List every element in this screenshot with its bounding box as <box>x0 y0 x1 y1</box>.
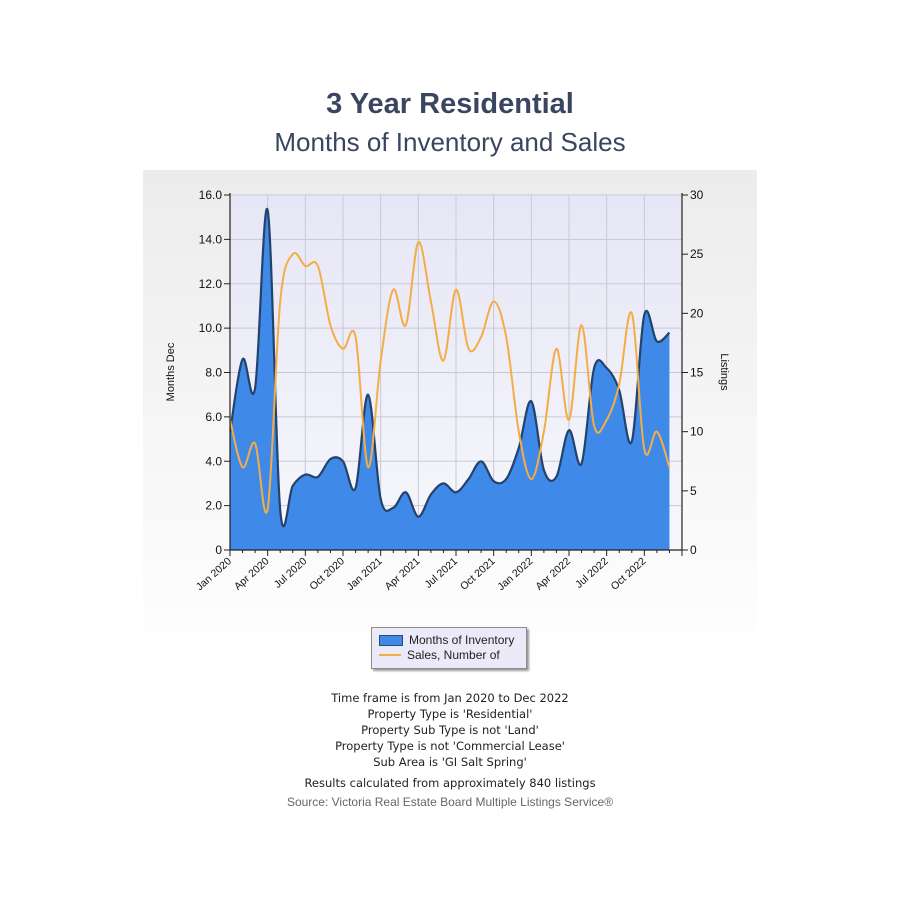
left-tick-label: 14.0 <box>199 232 223 246</box>
footnotes: Time frame is from Jan 2020 to Dec 2022 … <box>0 690 900 791</box>
right-axis-label: Listings <box>718 353 730 391</box>
source-note: Source: Victoria Real Estate Board Multi… <box>286 795 614 809</box>
legend: Months of Inventory Sales, Number of <box>371 627 527 669</box>
right-tick-label: 30 <box>690 188 704 202</box>
legend-item-sales: Sales, Number of <box>379 648 500 662</box>
right-tick-label: 15 <box>690 366 704 380</box>
left-tick-label: 0 <box>215 543 222 557</box>
footnote-sub-type: Property Sub Type is not 'Land' <box>361 723 539 737</box>
right-tick-label: 5 <box>690 484 697 498</box>
chart: 0 2.0 4.0 6.0 8.0 10.0 12.0 14.0 16.0 0 5 10 15 20 25… <box>143 170 757 670</box>
footnote-not-commercial: Property Type is not 'Commercial Lease' <box>335 739 565 753</box>
left-tick-label: 6.0 <box>205 410 222 424</box>
left-tick-label: 12.0 <box>199 277 223 291</box>
right-tick-label: 0 <box>690 543 697 557</box>
footnote-results: Results calculated from approximately 84… <box>304 776 596 790</box>
legend-label-sales: Sales, Number of <box>407 648 500 662</box>
left-tick-label: 10.0 <box>199 321 223 335</box>
footnote-sub-area: Sub Area is 'GI Salt Spring' <box>373 755 527 769</box>
left-axis-ticks: 0 2.0 4.0 6.0 8.0 10.0 12.0 14.0 16.0 <box>199 188 230 557</box>
right-axis-ticks: 0 5 10 15 20 25 30 <box>682 188 704 557</box>
inventory-swatch <box>379 634 403 646</box>
right-tick-label: 25 <box>690 247 704 261</box>
left-tick-label: 2.0 <box>205 499 222 513</box>
legend-item-inventory: Months of Inventory <box>379 633 514 647</box>
chart-panel: 0 2.0 4.0 6.0 8.0 10.0 12.0 14.0 16.0 0 5 10 15 20 25… <box>143 170 757 670</box>
right-tick-label: 10 <box>690 425 704 439</box>
left-tick-label: 16.0 <box>199 188 223 202</box>
inventory-area <box>230 208 670 550</box>
left-axis-label: Months Dec <box>165 342 177 401</box>
left-tick-label: 4.0 <box>205 454 222 468</box>
legend-label-inventory: Months of Inventory <box>409 633 515 647</box>
chart-title: 3 Year Residential <box>326 88 574 120</box>
inventory-line <box>230 207 671 528</box>
sales-swatch <box>379 654 401 656</box>
chart-subtitle: Months of Inventory and Sales <box>274 127 626 157</box>
footnote-timeframe: Time frame is from Jan 2020 to Dec 2022 <box>331 691 569 705</box>
footnote-property-type: Property Type is 'Residential' <box>367 707 533 721</box>
sales-line <box>230 241 671 514</box>
left-tick-label: 8.0 <box>205 366 222 380</box>
right-tick-label: 20 <box>690 306 704 320</box>
